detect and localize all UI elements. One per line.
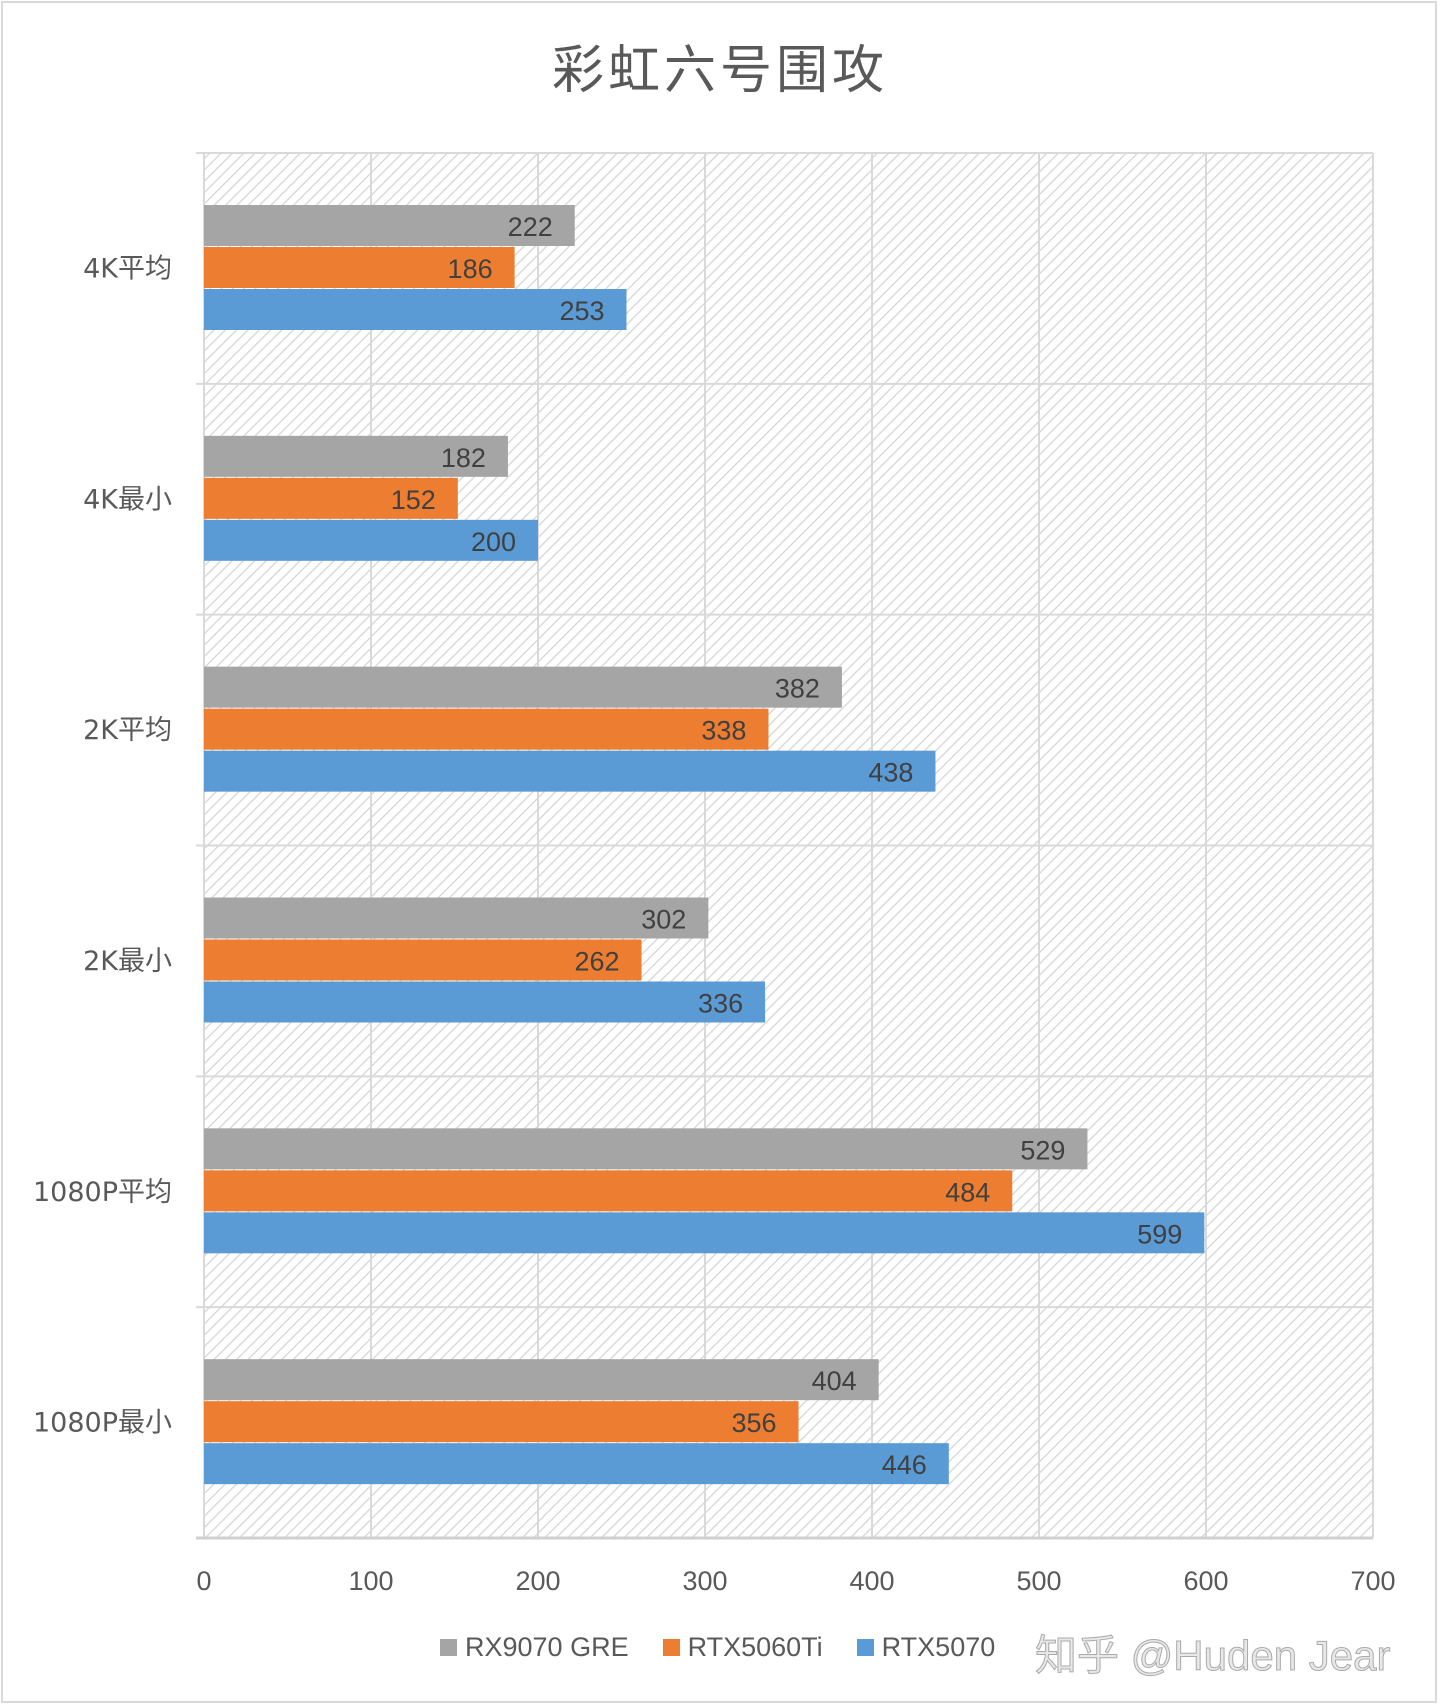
bar — [204, 1359, 879, 1401]
bar — [204, 289, 627, 330]
watermark: 知乎 @Huden Jear — [1034, 1632, 1391, 1680]
legend-label: RTX5060Ti — [687, 1632, 823, 1662]
data-label: 382 — [775, 674, 820, 704]
legend-swatch — [662, 1639, 680, 1656]
x-tick-label: 400 — [849, 1566, 894, 1596]
category-label: 4K最小 — [83, 484, 172, 515]
bar — [204, 1128, 1088, 1170]
data-label: 356 — [731, 1408, 776, 1438]
bar — [204, 205, 575, 246]
legend-item: RTX5070 — [856, 1632, 996, 1663]
bar — [204, 1401, 799, 1443]
bar — [204, 1443, 949, 1485]
bar — [204, 1170, 1013, 1212]
x-tick-label: 200 — [515, 1566, 560, 1596]
legend-item: RX9070 GRE — [440, 1632, 629, 1663]
bar — [204, 666, 842, 708]
data-label: 262 — [574, 947, 619, 977]
data-label: 253 — [559, 296, 604, 326]
bar — [204, 477, 458, 519]
data-label: 200 — [471, 527, 516, 557]
bar — [204, 981, 766, 1023]
chart-title: 彩虹六号围攻 — [551, 41, 888, 101]
bar — [204, 435, 508, 477]
category-label: 4K平均 — [83, 253, 172, 284]
bar — [204, 247, 515, 288]
x-tick-label: 600 — [1183, 1566, 1228, 1596]
bar — [204, 1212, 1205, 1254]
x-tick-label: 0 — [196, 1566, 211, 1596]
data-label: 152 — [391, 485, 436, 515]
data-label: 336 — [698, 989, 743, 1019]
data-label: 182 — [441, 443, 486, 473]
x-tick-label: 300 — [682, 1566, 727, 1596]
data-label: 529 — [1020, 1135, 1065, 1165]
legend-swatch — [856, 1639, 874, 1656]
data-label: 186 — [448, 254, 493, 284]
data-label: 484 — [945, 1177, 990, 1207]
category-label: 1080P平均 — [33, 1177, 172, 1208]
bar — [204, 708, 769, 750]
data-label: 302 — [641, 905, 686, 935]
legend-label: RX9070 GRE — [465, 1632, 629, 1662]
data-label: 446 — [882, 1450, 927, 1480]
bar — [204, 939, 642, 981]
category-label: 2K最小 — [83, 946, 172, 977]
category-label: 2K平均 — [83, 715, 172, 746]
x-tick-label: 100 — [348, 1566, 393, 1596]
bar — [204, 750, 936, 792]
data-label: 599 — [1137, 1219, 1182, 1249]
x-tick-label: 700 — [1350, 1566, 1395, 1596]
data-label: 438 — [868, 758, 913, 788]
category-label: 1080P最小 — [33, 1408, 172, 1439]
legend-item: RTX5060Ti — [662, 1632, 823, 1663]
bar — [204, 519, 538, 561]
bar — [204, 897, 709, 939]
data-label: 404 — [812, 1366, 857, 1396]
legend-label: RTX5070 — [881, 1632, 996, 1662]
data-label: 222 — [508, 212, 553, 242]
data-label: 338 — [701, 716, 746, 746]
x-tick-label: 500 — [1016, 1566, 1061, 1596]
legend-swatch — [440, 1639, 457, 1656]
legend: RX9070 GRE RTX5060Ti RTX5070 — [440, 1632, 1029, 1663]
